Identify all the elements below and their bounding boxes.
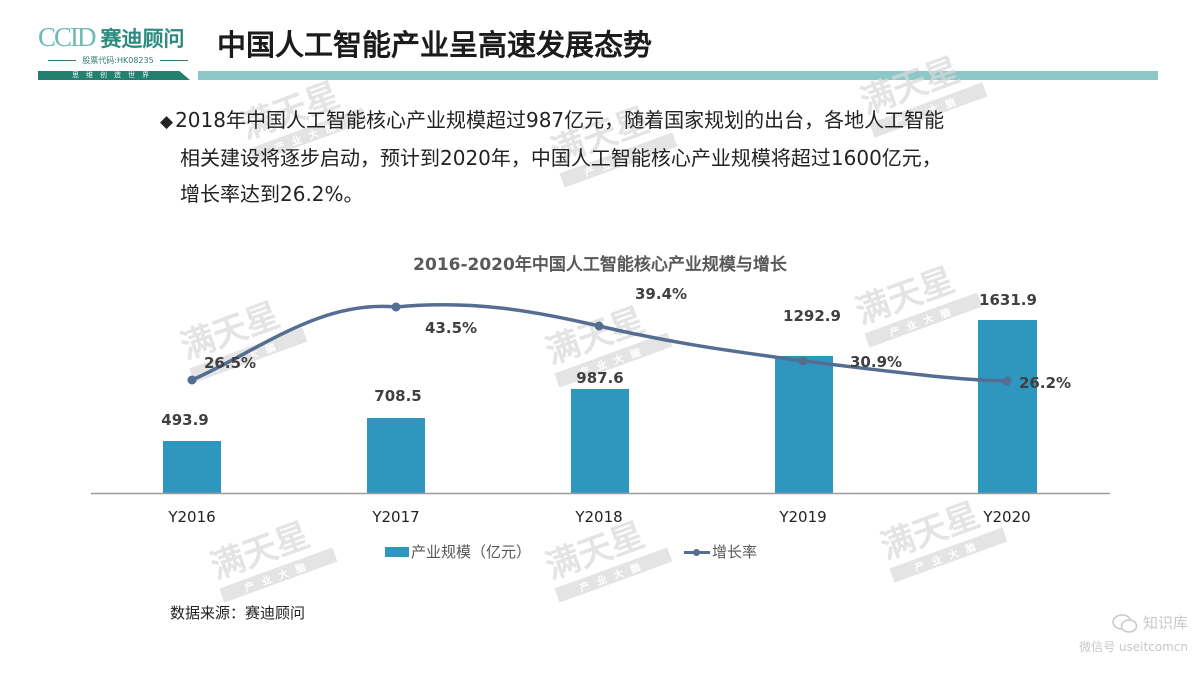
bullet-line-2: 相关建设将逐步启动，预计到2020年，中国人工智能核心产业规模将超过1600亿元… xyxy=(180,146,942,170)
stock-code-text: 股票代码:HK08235 xyxy=(82,56,154,65)
stock-code: 股票代码:HK08235 xyxy=(38,55,198,66)
bar-value-label: 1631.9 xyxy=(979,291,1037,309)
legend-label: 产业规模（亿元） xyxy=(411,543,532,561)
bar-value-label: 987.6 xyxy=(576,369,624,387)
marker-y2019 xyxy=(798,356,808,366)
bullet-line-1: ◆ 2018年中国人工智能核心产业规模超过987亿元，随着国家规划的出台，各地人工… xyxy=(160,108,945,132)
divider xyxy=(48,60,77,61)
logo-tagline: 思维创造世界 xyxy=(38,71,190,80)
legend-item-bar: 产业规模（亿元） xyxy=(385,541,531,562)
summary-bullet: ◆ 2018年中国人工智能核心产业规模超过987亿元，随着国家规划的出台，各地人工… xyxy=(160,102,1080,212)
marker-y2018 xyxy=(594,321,604,331)
marker-y2020 xyxy=(1002,376,1012,386)
divider xyxy=(159,60,188,61)
wechat-icon xyxy=(1112,613,1138,633)
bars xyxy=(163,320,1037,493)
corner-badge-name: 知识库 xyxy=(1142,614,1188,632)
header-band xyxy=(198,71,1158,80)
logo-brand-cn: 赛迪顾问 xyxy=(100,26,185,51)
rate-value-label: 39.4% xyxy=(635,285,688,303)
bar-swatch-icon xyxy=(385,546,409,557)
rate-value-label: 26.2% xyxy=(1019,374,1072,392)
rate-value-label: 30.9% xyxy=(850,353,903,371)
ccid-logo: CCID 赛迪顾问 股票代码:HK08235 思维创造世界 xyxy=(38,22,198,82)
marker-y2016 xyxy=(187,375,197,385)
bullet-line-3: 增长率达到26.2%。 xyxy=(180,182,364,206)
category-label: Y2017 xyxy=(372,508,420,526)
bar-y2020 xyxy=(978,320,1037,493)
rate-value-label: 43.5% xyxy=(425,319,478,337)
bar-y2017 xyxy=(367,418,425,493)
line-marker-swatch-icon xyxy=(684,546,710,558)
corner-badge: 知识库 微信号 useitcomcn xyxy=(1079,612,1188,655)
category-label: Y2019 xyxy=(779,508,827,526)
bar-y2019 xyxy=(775,356,833,493)
bar-y2016 xyxy=(163,441,221,493)
logo-wordmark: CCID 赛迪顾问 xyxy=(38,22,185,53)
category-label: Y2018 xyxy=(575,508,623,526)
growth-rate-markers xyxy=(187,302,1012,386)
chart-title: 2016-2020年中国人工智能核心产业规模与增长 xyxy=(413,255,787,275)
bar-y2018 xyxy=(571,389,629,493)
logo-brand-en: CCID xyxy=(38,22,96,52)
diamond-bullet-icon: ◆ xyxy=(160,112,174,132)
bar-value-label: 708.5 xyxy=(374,387,422,405)
legend-item-line: 增长率 xyxy=(684,541,757,562)
data-source: 数据来源：赛迪顾问 xyxy=(170,604,306,622)
page-title: 中国人工智能产业呈高速发展态势 xyxy=(217,28,653,62)
category-label: Y2016 xyxy=(168,508,216,526)
corner-badge-top: 知识库 xyxy=(1079,612,1188,634)
bar-value-label: 1292.9 xyxy=(783,307,841,325)
marker-y2017 xyxy=(391,302,401,312)
category-label: Y2020 xyxy=(983,508,1031,526)
bar-value-label: 493.9 xyxy=(161,411,209,429)
corner-badge-account: 微信号 useitcomcn xyxy=(1079,639,1188,654)
legend-label: 增长率 xyxy=(712,543,758,561)
rate-value-label: 26.5% xyxy=(204,354,257,372)
